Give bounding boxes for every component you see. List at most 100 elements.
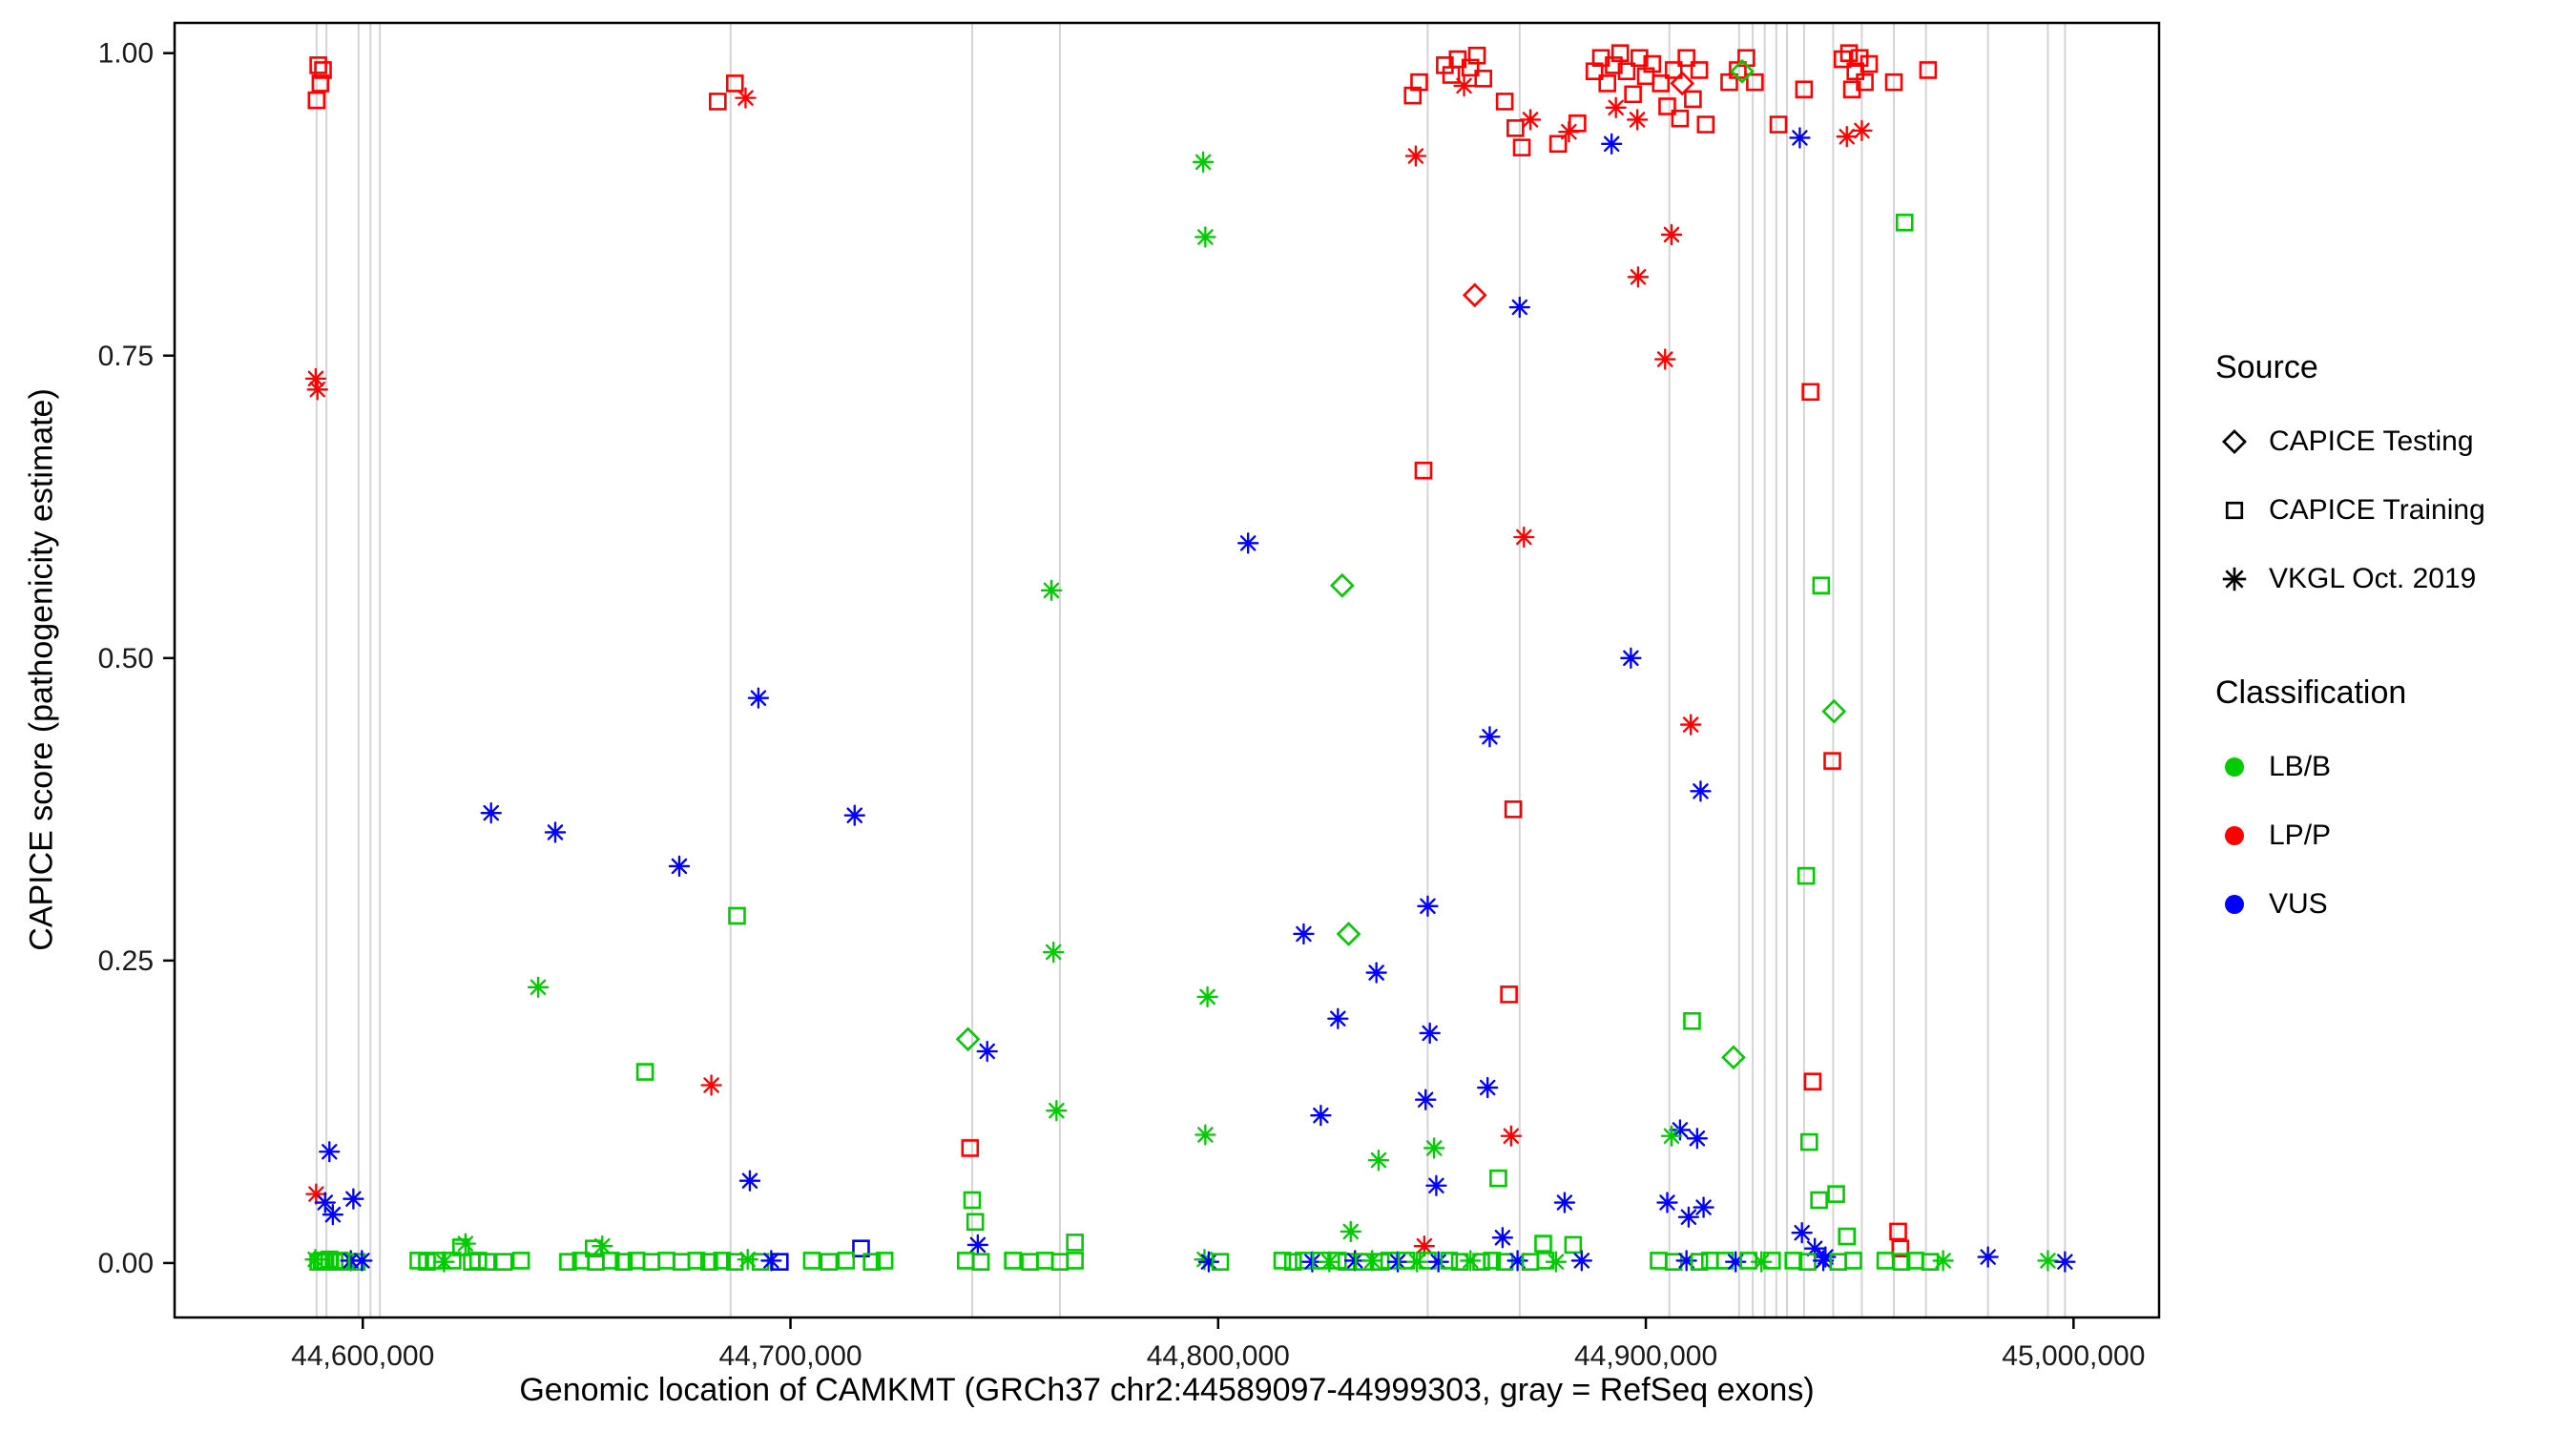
data-point-square xyxy=(1410,73,1428,92)
data-point-asterisk xyxy=(343,1188,364,1210)
data-point-square xyxy=(1631,49,1649,68)
data-point-square xyxy=(311,74,330,93)
legend-item-lbb: LB/B xyxy=(2215,733,2485,801)
data-point-square xyxy=(1536,1252,1555,1270)
data-point-square xyxy=(1746,73,1764,92)
data-point-asterisk xyxy=(314,1192,336,1213)
legend-label: CAPICE Training xyxy=(2269,494,2485,526)
data-point-square xyxy=(1610,44,1630,63)
data-point-asterisk xyxy=(1406,1251,1428,1273)
data-point-square xyxy=(601,1252,620,1270)
data-point-square xyxy=(1450,1253,1469,1271)
data-point-asterisk xyxy=(1404,145,1427,167)
data-point-asterisk xyxy=(747,687,770,709)
data-point-square xyxy=(1467,46,1486,65)
data-point-asterisk xyxy=(1750,1251,1773,1273)
data-point-asterisk xyxy=(1479,726,1501,748)
data-point-square xyxy=(307,91,326,110)
data-point-square xyxy=(672,1253,691,1271)
data-point-asterisk xyxy=(1660,223,1683,246)
data-point-diamond xyxy=(1462,282,1487,308)
data-point-asterisk xyxy=(1491,1227,1514,1249)
data-point-asterisk xyxy=(700,1074,722,1096)
data-point-asterisk xyxy=(1043,941,1065,964)
data-point-asterisk xyxy=(1196,985,1218,1008)
data-point-diamond xyxy=(1670,71,1695,96)
x-tick-label: 44,700,000 xyxy=(718,1340,862,1372)
legend: Source CAPICE Testing CAPICE Training xyxy=(2215,349,2485,939)
data-point-square xyxy=(1650,1252,1668,1270)
data-point-asterisk xyxy=(1553,1192,1576,1213)
data-point-square xyxy=(314,61,332,79)
data-point-square xyxy=(511,1252,530,1270)
data-point-square xyxy=(642,1253,661,1271)
legend-label: CAPICE Testing xyxy=(2269,425,2474,457)
legend-item-vus: VUS xyxy=(2215,870,2485,939)
data-point-square xyxy=(709,93,727,111)
data-point-asterisk xyxy=(1605,96,1627,118)
data-point-square xyxy=(1495,93,1514,111)
data-point-asterisk xyxy=(1237,532,1259,554)
data-point-square xyxy=(1397,1252,1416,1270)
y-tick-label: 1.00 xyxy=(98,38,154,70)
data-point-asterisk xyxy=(1545,1251,1568,1273)
x-tick-label: 45,000,000 xyxy=(2002,1340,2145,1372)
y-tick-label: 0.25 xyxy=(98,945,154,977)
data-point-square xyxy=(802,1252,821,1270)
data-point-asterisk xyxy=(1677,1206,1700,1228)
data-point-square xyxy=(1283,1253,1302,1271)
data-point-square xyxy=(700,1253,718,1271)
data-point-asterisk xyxy=(1310,1105,1332,1127)
data-point-square xyxy=(1859,54,1879,73)
data-point-asterisk xyxy=(1626,109,1649,131)
data-point-diamond xyxy=(1721,1045,1746,1070)
data-point-square xyxy=(559,1253,577,1271)
data-point-asterisk xyxy=(1654,348,1676,370)
data-point-asterisk xyxy=(1453,74,1475,97)
data-point-asterisk xyxy=(1500,1125,1523,1147)
data-point-square xyxy=(875,1252,894,1270)
data-point-asterisk xyxy=(1365,962,1387,984)
data-point-square xyxy=(477,1253,496,1271)
data-point-asterisk xyxy=(1656,1192,1678,1213)
data-point-square xyxy=(1021,1253,1039,1271)
legend-label: LB/B xyxy=(2269,751,2332,782)
data-point-square xyxy=(1844,1252,1862,1270)
data-point-asterisk xyxy=(1836,126,1858,148)
data-point-square xyxy=(1895,213,1914,232)
data-point-asterisk xyxy=(1367,1149,1390,1172)
data-point-square xyxy=(961,1139,980,1157)
data-point-asterisk xyxy=(1477,1076,1499,1099)
data-point-square xyxy=(1803,1072,1822,1090)
data-point-asterisk xyxy=(1601,133,1623,155)
data-point-square xyxy=(1512,138,1531,156)
data-point-square xyxy=(1568,114,1587,133)
data-point-asterisk xyxy=(319,1141,341,1163)
data-point-square xyxy=(1884,73,1903,92)
data-point-asterisk xyxy=(1415,1089,1437,1110)
data-point-square xyxy=(1419,1252,1437,1270)
data-point-square xyxy=(971,1253,990,1271)
data-point-square xyxy=(494,1253,513,1271)
data-point-asterisk xyxy=(454,1233,476,1255)
data-point-asterisk xyxy=(2054,1251,2076,1273)
data-point-asterisk xyxy=(966,1234,989,1256)
data-point-square xyxy=(1876,1252,1895,1270)
data-point-asterisk xyxy=(668,855,691,878)
data-point-asterisk xyxy=(1686,1128,1709,1150)
legend-label: LP/P xyxy=(2269,819,2332,851)
data-point-square xyxy=(957,1252,975,1270)
data-point-square xyxy=(1414,461,1433,480)
data-point-asterisk xyxy=(480,801,502,824)
blue-dot-icon xyxy=(2225,895,2244,914)
data-point-asterisk xyxy=(843,804,865,826)
green-dot-icon xyxy=(2225,757,2244,777)
data-point-square xyxy=(713,1252,732,1270)
data-point-square xyxy=(725,74,744,93)
data-point-square xyxy=(1664,61,1683,79)
data-point-asterisk xyxy=(1340,1220,1361,1243)
data-point-diamond xyxy=(1329,572,1355,598)
data-point-square xyxy=(1850,49,1869,68)
x-tick-label: 44,900,000 xyxy=(1574,1340,1717,1372)
data-point-asterisk xyxy=(544,821,567,843)
